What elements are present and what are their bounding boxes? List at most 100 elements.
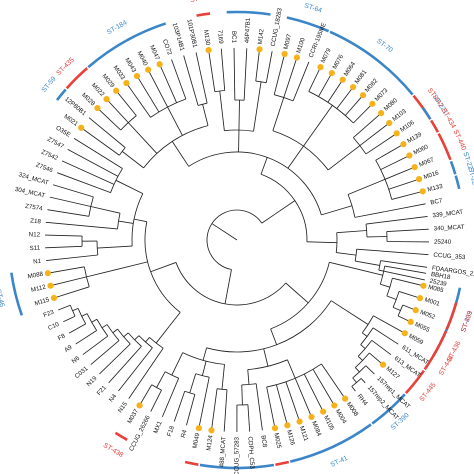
branch-141 — [80, 127, 120, 156]
branch-191 — [303, 105, 333, 147]
leaf-label: M004 — [334, 408, 348, 425]
branch-arc-94 — [117, 328, 131, 345]
branch-226 — [306, 241, 337, 244]
leaf-dot — [416, 295, 424, 302]
st-arc — [289, 423, 372, 463]
leaf-label: 339_MCAT — [432, 209, 464, 220]
leaf-label: M106 — [399, 119, 416, 134]
leaf-label: M127 — [384, 365, 401, 381]
leaf-label: M139 — [406, 131, 423, 145]
leaf-label: M049 — [192, 432, 202, 449]
leaf-label: M080 — [383, 97, 400, 113]
tree-branches — [45, 48, 429, 433]
branch-187 — [359, 122, 390, 146]
leaf-dot — [136, 402, 143, 409]
branch-101 — [128, 347, 164, 399]
leaf-dot — [113, 87, 120, 94]
leaf-dot — [331, 402, 338, 409]
branch-183 — [344, 94, 364, 116]
leaf-dot — [317, 64, 324, 71]
st-label: ST-438 — [102, 442, 125, 459]
branch-15 — [351, 386, 356, 392]
st-arc — [445, 302, 458, 331]
branch-75 — [270, 328, 278, 345]
branch-192 — [327, 145, 361, 171]
branch-217 — [378, 269, 425, 281]
leaf-label: M082 — [364, 77, 380, 94]
branch-96 — [123, 332, 129, 338]
branch-arc-28 — [360, 327, 374, 345]
branch-231 — [261, 214, 275, 224]
leaf-label: M040 — [135, 50, 149, 67]
leaf-label: N15 — [117, 400, 129, 414]
leaf-label: Z7546 — [35, 162, 54, 175]
branch-150 — [147, 69, 168, 108]
branch-213 — [365, 216, 428, 225]
leaf-label: M059 — [407, 333, 424, 347]
leaf-label: 25239 — [429, 278, 448, 289]
st-arc — [329, 30, 414, 96]
branch-222 — [336, 230, 367, 234]
branch-26 — [372, 327, 399, 345]
leaf-label: 46P47B1 — [244, 17, 252, 43]
branch-60 — [150, 389, 162, 412]
leaf-dot — [415, 176, 423, 183]
branch-arc-62 — [151, 384, 162, 391]
branch-66 — [221, 364, 225, 390]
leaf-label: M115 — [34, 296, 51, 307]
branch-118 — [47, 209, 89, 217]
branch-108 — [47, 266, 85, 274]
leaf-label: 340_MCAT — [433, 224, 464, 233]
leaf-label: F23 — [42, 309, 55, 320]
st-arc — [454, 175, 461, 190]
st-arc — [286, 16, 330, 33]
branch-arc-170 — [255, 80, 267, 84]
st-label: ST-435 — [55, 56, 76, 77]
branch-168 — [255, 49, 260, 82]
branch-arc-53 — [216, 388, 228, 391]
branch-arc-82 — [77, 308, 87, 325]
leaf-label: M079 — [320, 47, 333, 64]
branch-arc-41 — [266, 363, 322, 388]
leaf-label: M047 — [148, 44, 161, 61]
branch-78 — [58, 304, 71, 311]
branch-49 — [247, 369, 250, 385]
branch-127 — [67, 149, 119, 177]
branch-40 — [266, 386, 276, 429]
st-arc — [184, 460, 199, 466]
branch-83 — [75, 330, 97, 345]
st-arc — [421, 107, 432, 120]
leaf-dot — [281, 50, 288, 58]
branch-205 — [171, 141, 190, 167]
leaf-label: M067 — [418, 156, 435, 169]
leaf-label: Z7542 — [40, 149, 59, 163]
branch-24 — [357, 356, 363, 361]
branch-179 — [308, 66, 321, 92]
branch-46 — [241, 384, 243, 405]
leaf-label: BC8 — [259, 435, 268, 448]
leaf-label: M028 — [80, 92, 96, 108]
leaf-label: M064 — [343, 60, 358, 77]
leaf-label: M021 — [62, 113, 79, 128]
branch-132 — [115, 179, 144, 194]
leaf-label: M126 — [285, 429, 296, 446]
leaf-label: Z7547 — [46, 136, 65, 151]
branch-arc-209 — [188, 151, 322, 216]
leaf-label: O35E — [55, 125, 72, 139]
branch-arc-31 — [361, 315, 374, 334]
leaf-label: R4 — [180, 429, 189, 439]
branch-202 — [347, 178, 386, 195]
leaf-dot — [420, 282, 427, 289]
branch-37 — [294, 378, 312, 418]
branch-230 — [224, 269, 232, 304]
branch-arc-85 — [86, 313, 98, 331]
leaf-label: M085 — [427, 284, 444, 295]
leaf-dot — [419, 188, 426, 195]
branch-arc-88 — [96, 319, 109, 337]
branch-152 — [171, 59, 187, 100]
leaf-label: F21 — [96, 384, 109, 397]
leaf-label: BC1 — [230, 31, 237, 44]
leaf-label: M052 — [419, 309, 436, 321]
leaf-dot — [50, 294, 58, 302]
